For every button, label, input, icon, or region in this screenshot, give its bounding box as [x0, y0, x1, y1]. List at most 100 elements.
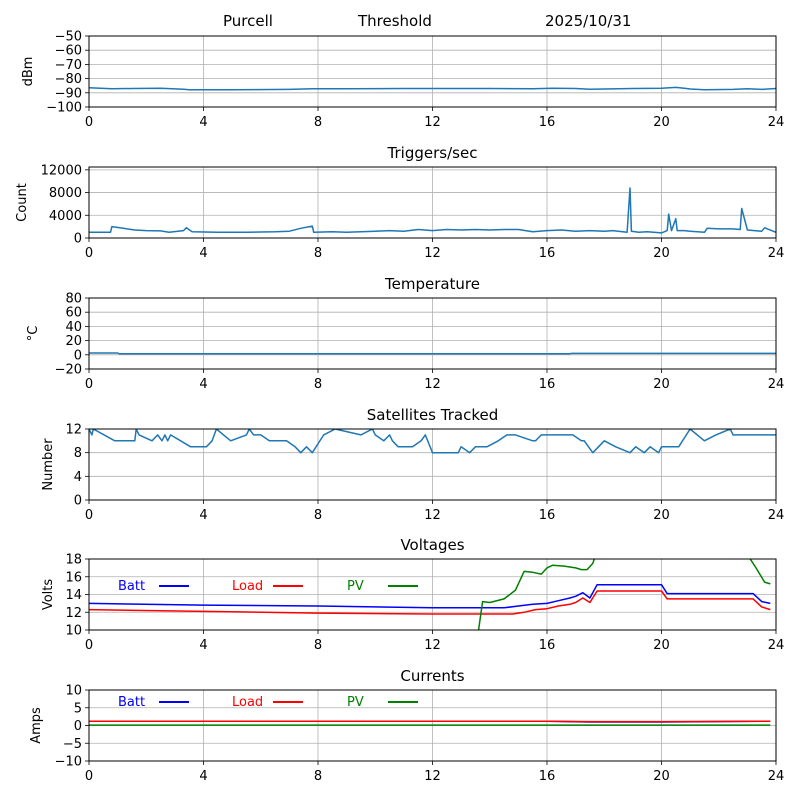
chart-title: Triggers/sec — [387, 144, 478, 162]
y-axis-label: °C — [26, 326, 41, 342]
x-tick-label: 20 — [653, 638, 670, 653]
series-line-pv — [477, 559, 771, 630]
x-tick-label: 16 — [539, 508, 556, 523]
x-tick-label: 4 — [199, 508, 207, 523]
y-tick-label: −80 — [55, 72, 82, 87]
legend-item-pv: PV — [347, 695, 418, 710]
y-tick-label: 4 — [74, 470, 82, 485]
y-axis-label: Number — [41, 438, 56, 491]
x-tick-label: 24 — [768, 246, 785, 261]
y-tick-label: 18 — [65, 553, 82, 568]
y-axis-label: Amps — [29, 707, 44, 744]
chart-title: Satellites Tracked — [367, 406, 498, 424]
y-tick-label: 8000 — [49, 186, 82, 201]
x-tick-label: 4 — [199, 638, 207, 653]
x-tick-label: 16 — [539, 638, 556, 653]
legend-label: Load — [232, 695, 263, 710]
series-line-triggers — [89, 187, 776, 234]
x-tick-label: 20 — [653, 769, 670, 784]
y-tick-label: −90 — [55, 86, 82, 101]
y-tick-label: 5 — [74, 701, 82, 716]
x-tick-label: 20 — [653, 377, 670, 392]
chart-title: Voltages — [400, 536, 464, 554]
series-group — [89, 352, 776, 355]
legend-label: Batt — [118, 579, 145, 594]
legend-label: Batt — [118, 695, 145, 710]
x-tick-label: 20 — [653, 246, 670, 261]
y-tick-label: 0 — [74, 719, 82, 734]
x-tick-label: 8 — [314, 769, 322, 784]
y-tick-label: 10 — [65, 624, 82, 639]
y-tick-label: 60 — [65, 306, 82, 321]
x-tick-label: 24 — [768, 638, 785, 653]
y-axis-label: dBm — [21, 57, 36, 87]
y-tick-label: 0 — [74, 494, 82, 509]
x-tick-label: 24 — [768, 769, 785, 784]
series-line-satellites — [89, 429, 776, 454]
x-tick-label: 8 — [314, 508, 322, 523]
x-tick-label: 8 — [314, 638, 322, 653]
x-tick-label: 8 — [314, 377, 322, 392]
y-tick-label: 40 — [65, 320, 82, 335]
x-tick-label: 12 — [424, 377, 441, 392]
x-tick-label: 12 — [424, 508, 441, 523]
legend-label: Load — [232, 579, 263, 594]
x-tick-label: 16 — [539, 246, 556, 261]
series-line-temperature — [89, 352, 776, 355]
chart-panel-currents: 0 4 8 12 16 20 24 −10 −5 0 5 10 Currents Amps Batt Load… — [29, 667, 784, 784]
x-tick-label: 4 — [199, 377, 207, 392]
x-tick-label: 16 — [539, 377, 556, 392]
x-tick-label: 4 — [199, 246, 207, 261]
y-tick-label: 0 — [74, 348, 82, 363]
x-tick-label: 0 — [85, 115, 93, 130]
legend-label: PV — [347, 695, 364, 710]
series-group — [89, 559, 771, 630]
series-line-batt — [89, 583, 771, 609]
y-tick-label: 80 — [65, 292, 82, 307]
y-tick-label: −10 — [55, 755, 82, 770]
x-tick-label: 20 — [653, 508, 670, 523]
series-line-threshold — [89, 86, 776, 91]
x-tick-label: 8 — [314, 115, 322, 130]
legend-item-batt: Batt — [118, 579, 189, 594]
y-axis-label: Count — [15, 183, 30, 222]
legend-item-batt: Batt — [118, 695, 189, 710]
chart-panel-threshold: 0 4 8 12 16 20 24 −50−60−70−80−90−100 dBm — [21, 30, 784, 131]
x-tick-label: 4 — [199, 769, 207, 784]
x-tick-label: 16 — [539, 115, 556, 130]
y-tick-label: −5 — [63, 737, 82, 752]
y-tick-label: 4000 — [49, 209, 82, 224]
legend-item-load: Load — [232, 579, 303, 594]
x-tick-label: 0 — [85, 508, 93, 523]
x-tick-label: 24 — [768, 115, 785, 130]
legend-item-load: Load — [232, 695, 303, 710]
series-group — [89, 429, 776, 454]
x-tick-label: 24 — [768, 377, 785, 392]
chart-title: Temperature — [384, 275, 480, 293]
y-axis-label: Volts — [41, 579, 56, 611]
y-tick-label: 0 — [74, 232, 82, 247]
y-tick-label: 12000 — [41, 163, 82, 178]
series-group — [89, 720, 771, 726]
series-group — [89, 187, 776, 234]
x-tick-label: 12 — [424, 769, 441, 784]
x-tick-label: 0 — [85, 246, 93, 261]
x-tick-label: 0 — [85, 638, 93, 653]
chart-panel-satellites: 0 4 8 12 16 20 24 0 4 8 12 Satellites Tracked Number — [41, 406, 784, 523]
y-tick-label: −70 — [55, 58, 82, 73]
x-tick-label: 20 — [653, 115, 670, 130]
header-mode: Threshold — [358, 12, 432, 30]
x-tick-label: 0 — [85, 377, 93, 392]
y-tick-label: 12 — [65, 606, 82, 621]
y-tick-label: 8 — [74, 446, 82, 461]
series-group — [89, 86, 776, 91]
y-tick-label: 10 — [65, 684, 82, 699]
y-tick-label: 14 — [65, 588, 82, 603]
x-tick-label: 0 — [85, 769, 93, 784]
y-tick-label: −50 — [55, 30, 82, 45]
x-tick-label: 24 — [768, 508, 785, 523]
y-tick-label: 12 — [65, 423, 82, 438]
x-tick-label: 8 — [314, 246, 322, 261]
